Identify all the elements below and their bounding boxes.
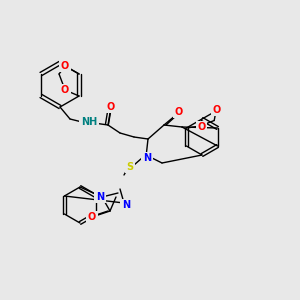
Text: O: O	[107, 102, 115, 112]
Text: O: O	[61, 61, 69, 71]
Text: O: O	[88, 212, 96, 222]
Text: S: S	[126, 162, 134, 172]
Text: N: N	[122, 200, 130, 210]
Text: N: N	[143, 153, 151, 163]
Text: O: O	[197, 122, 206, 132]
Text: O: O	[61, 85, 69, 95]
Text: NH: NH	[81, 117, 97, 127]
Text: N: N	[96, 192, 104, 202]
Text: O: O	[213, 105, 221, 115]
Text: O: O	[175, 107, 183, 117]
